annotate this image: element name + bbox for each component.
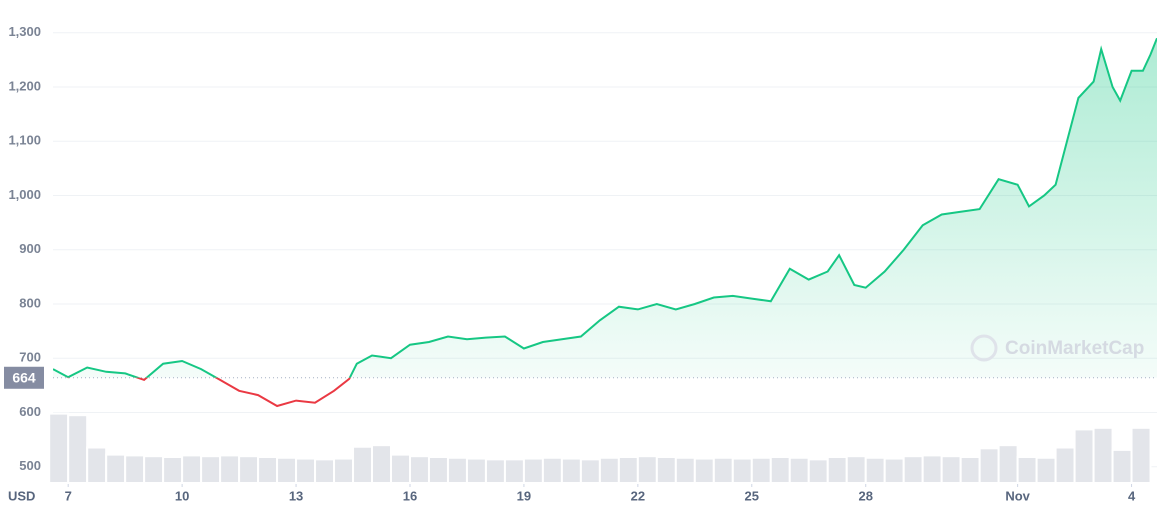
volume-bar <box>162 455 184 484</box>
baseline-label: 664 <box>12 369 36 385</box>
currency-label: USD <box>8 488 35 503</box>
volume-bar <box>67 414 89 485</box>
volume-bar <box>674 456 696 485</box>
price-line <box>67 377 351 408</box>
volume-bar <box>48 412 70 485</box>
volume-bar <box>276 456 298 485</box>
x-tick-label: 13 <box>289 488 303 503</box>
volume-bar <box>427 455 449 484</box>
y-tick-label: 900 <box>19 241 41 256</box>
volume-bar <box>314 458 336 485</box>
volume-bar <box>769 455 791 484</box>
volume-bar <box>579 458 601 485</box>
volume-bar <box>826 455 848 484</box>
volume-bar <box>465 457 487 485</box>
y-tick-label: 500 <box>19 458 41 473</box>
volume-bar <box>978 447 1000 484</box>
volume-bar <box>295 457 317 485</box>
x-tick-label: Nov <box>1005 488 1030 503</box>
volume-bar <box>1016 455 1038 484</box>
watermark: CoinMarketCap <box>970 334 1144 362</box>
y-tick-label: 600 <box>19 404 41 419</box>
volume-bar <box>788 456 810 485</box>
volume-bar <box>408 455 430 484</box>
volume-bar <box>731 457 753 485</box>
price-area <box>53 38 1157 378</box>
volume-bar <box>750 456 772 485</box>
y-tick-label: 700 <box>19 350 41 365</box>
watermark-text: CoinMarketCap <box>1005 338 1144 359</box>
x-tick-label: 25 <box>745 488 759 503</box>
y-tick-label: 1,300 <box>8 24 41 39</box>
volume-bar <box>143 455 165 484</box>
x-tick-label: 19 <box>517 488 531 503</box>
volume-bar <box>1092 426 1114 485</box>
volume-bar <box>807 458 829 485</box>
volume-bar <box>598 456 620 485</box>
volume-bar <box>655 455 677 484</box>
x-tick-label: 7 <box>65 488 72 503</box>
volume-bar <box>484 458 506 485</box>
volume-bar <box>333 457 355 485</box>
volume-bar <box>1054 446 1076 484</box>
volume-bar <box>541 456 563 485</box>
x-tick-label: 10 <box>175 488 189 503</box>
volume-bar <box>997 444 1019 485</box>
volume-bar <box>1073 428 1095 485</box>
volume-bar <box>200 455 222 484</box>
y-tick-label: 1,100 <box>8 133 41 148</box>
volume-bar <box>1111 448 1133 485</box>
volume-bar <box>86 446 108 484</box>
volume-bar <box>636 455 658 484</box>
volume-bar <box>883 457 905 485</box>
volume-bar <box>845 455 867 484</box>
volume-bar <box>921 454 943 484</box>
volume-bar <box>693 457 715 485</box>
volume-bar <box>864 456 886 485</box>
volume-bar <box>238 455 260 484</box>
volume-bar <box>902 455 924 484</box>
volume-bar <box>219 454 241 484</box>
price-line <box>53 37 1157 378</box>
volume-bar <box>959 455 981 484</box>
volume-bar <box>503 458 525 485</box>
volume-bar <box>257 455 279 484</box>
volume-bar <box>1130 426 1152 485</box>
y-tick-label: 1,200 <box>8 78 41 93</box>
y-tick-label: 800 <box>19 295 41 310</box>
x-tick-label: 22 <box>631 488 645 503</box>
volume-bar <box>617 455 639 484</box>
volume-bar <box>560 457 582 485</box>
volume-bar <box>1035 456 1057 485</box>
x-tick-label: 16 <box>403 488 417 503</box>
volume-bar <box>105 453 127 484</box>
volume-bar <box>940 455 962 484</box>
volume-bar <box>371 444 392 485</box>
volume-bar <box>522 457 544 485</box>
volume-bar <box>712 456 734 485</box>
x-tick-label: 4 <box>1128 488 1136 503</box>
volume-bar <box>124 454 146 484</box>
volume-bar <box>352 445 374 484</box>
volume-bar <box>181 454 203 484</box>
volume-bar <box>446 456 468 485</box>
baseline-box <box>4 366 44 389</box>
x-tick-label: 28 <box>858 488 872 503</box>
y-tick-label: 1,000 <box>8 187 41 202</box>
volume-bar <box>389 453 411 484</box>
